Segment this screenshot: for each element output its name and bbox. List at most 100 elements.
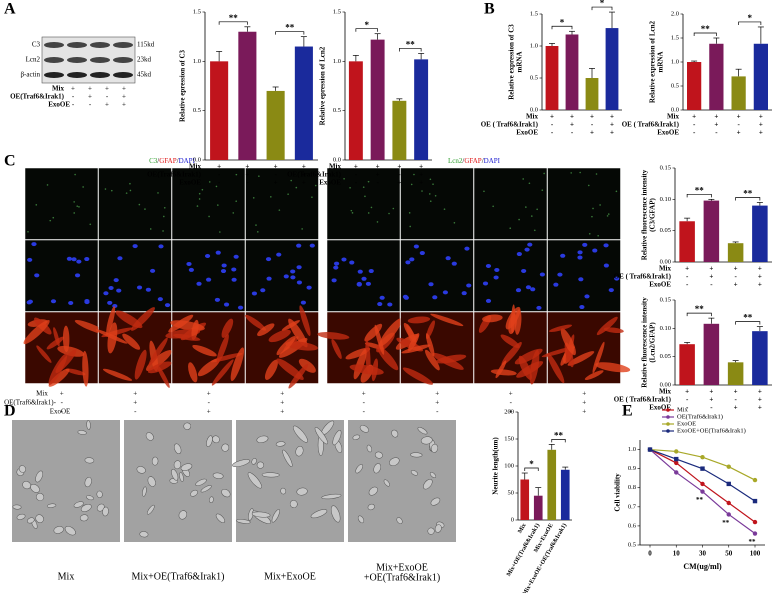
condition-label: OE(Traf6&Irak1)	[147, 171, 202, 179]
stain	[311, 196, 313, 198]
nucleus	[603, 243, 609, 248]
y-axis-title: Relative expression of C3	[508, 24, 516, 100]
condition-sign: +	[207, 390, 211, 398]
y-tick-label: 1.0	[333, 58, 341, 65]
cell	[57, 345, 85, 357]
cell	[330, 505, 341, 523]
nucleus	[379, 295, 385, 300]
nucleus	[539, 272, 545, 277]
y-tick-label: 1.0	[193, 58, 201, 65]
significance-label: *	[600, 0, 605, 8]
stain	[278, 209, 281, 211]
nucleus	[527, 242, 533, 247]
condition-sign: +	[734, 281, 738, 289]
nucleus	[220, 269, 227, 274]
cell	[295, 445, 304, 457]
significance-label: **	[695, 185, 705, 195]
nucleus	[116, 288, 122, 293]
x-tick-label: 10	[673, 550, 681, 558]
condition-sign: -	[710, 404, 713, 412]
condition-sign: -	[218, 171, 221, 179]
bar	[370, 39, 385, 161]
significance-bracket	[735, 321, 761, 325]
condition-sign: +	[509, 408, 513, 416]
nucleus	[464, 246, 470, 251]
y-tick-label: 0.5	[193, 107, 201, 114]
nucleus	[283, 274, 289, 279]
cell	[296, 487, 308, 496]
stain	[543, 172, 545, 175]
significance-label: *	[748, 13, 753, 23]
nucleus	[84, 257, 90, 262]
bar	[753, 43, 768, 111]
significance-bracket	[686, 193, 712, 198]
bar	[679, 344, 695, 385]
condition-label: Mix	[36, 390, 48, 398]
band	[67, 42, 87, 48]
legend-label: ExoOE+OE(Traf6&Irak1)	[677, 427, 746, 434]
condition-sign: +	[280, 390, 284, 398]
stain	[588, 232, 591, 235]
cell	[299, 305, 311, 337]
point	[674, 460, 679, 466]
stain	[413, 173, 415, 176]
cell	[595, 362, 631, 373]
stain	[533, 229, 536, 232]
bar	[210, 61, 229, 161]
cell	[180, 463, 193, 471]
micrograph-title: Lcn2/GFAP/DAPI	[448, 157, 501, 165]
x-tick-label: Mix	[517, 523, 527, 535]
point	[752, 531, 758, 536]
significance-label: **	[696, 496, 704, 504]
cell	[230, 347, 245, 382]
cell	[80, 503, 92, 512]
stain	[443, 208, 446, 210]
nucleus	[466, 283, 472, 288]
condition-label: ExoOE	[649, 404, 671, 412]
condition-sign: -	[710, 281, 713, 289]
cell	[403, 322, 417, 343]
band	[44, 42, 64, 48]
cell	[195, 478, 207, 486]
nucleus	[290, 275, 296, 280]
nucleus	[113, 278, 119, 283]
condition-sign: +	[685, 265, 689, 273]
cell	[173, 460, 182, 470]
y-axis-title: Relative expression of Lcn2	[649, 20, 657, 103]
y-tick-label: 0.5	[530, 74, 538, 81]
condition-sign: +	[133, 399, 137, 407]
cell	[331, 338, 342, 359]
nucleus	[132, 244, 138, 249]
nucleus	[84, 300, 90, 305]
nucleus	[27, 257, 33, 262]
cell	[501, 341, 522, 366]
bar	[414, 59, 429, 160]
cell	[139, 531, 149, 538]
significance-bracket	[693, 32, 717, 36]
stain	[595, 173, 598, 175]
x-axis-title: CM(ug/ml)	[683, 562, 722, 571]
condition-sign: +	[590, 129, 594, 137]
nucleus	[451, 261, 457, 266]
y-tick-label: 50	[508, 489, 515, 496]
condition-sign: +	[435, 390, 439, 398]
condition-sign: +	[207, 408, 211, 416]
image-caption: Mix+ExoOE	[264, 571, 316, 582]
y-tick-label: 1.5	[671, 34, 679, 41]
cell	[407, 316, 431, 324]
stain	[27, 230, 29, 233]
stain	[149, 228, 152, 230]
y-axis-title: (C3/GFAP)	[649, 197, 657, 231]
cell	[212, 435, 220, 444]
cell	[200, 485, 212, 493]
condition-label: Mix	[329, 163, 342, 171]
condition-sign: +	[88, 85, 92, 93]
nucleus	[377, 302, 383, 307]
point	[752, 498, 758, 504]
cell	[212, 472, 224, 479]
point	[700, 466, 705, 471]
cell	[211, 359, 234, 386]
nucleus	[521, 268, 527, 273]
condition-sign: +	[758, 273, 762, 281]
significance-bracket	[524, 467, 539, 472]
